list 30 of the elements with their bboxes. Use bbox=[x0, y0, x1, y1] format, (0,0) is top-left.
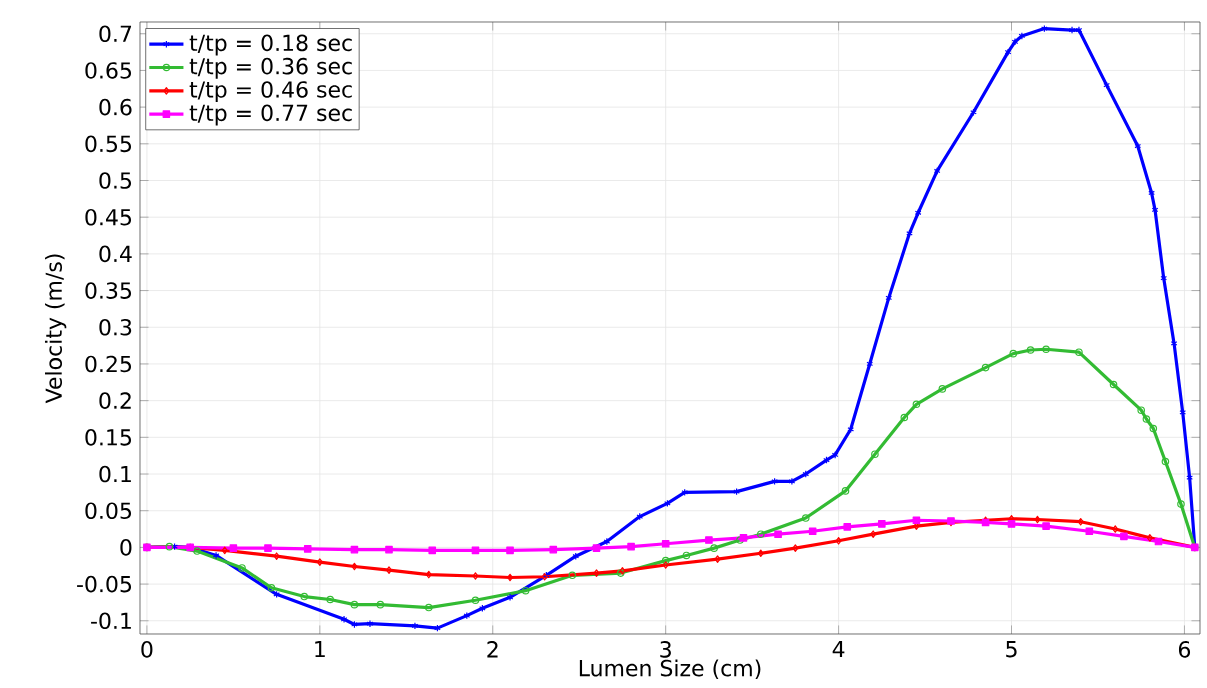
y-tick-label: -0.05 bbox=[77, 575, 132, 593]
x-axis-title: Lumen Size (cm) bbox=[579, 659, 761, 680]
x-tick-label: 4 bbox=[832, 641, 845, 658]
legend-label: t/tp = 0.18 sec bbox=[189, 34, 352, 56]
x-tick-label: 1 bbox=[315, 641, 325, 658]
y-tick-label: 0.65 bbox=[85, 62, 132, 79]
x-tick-label: 6 bbox=[1178, 641, 1191, 658]
y-tick-label: 0.35 bbox=[85, 282, 132, 299]
x-tick-label: 3 bbox=[660, 641, 671, 658]
y-tick-label: 0.3 bbox=[99, 318, 132, 336]
y-tick-label: 0.15 bbox=[85, 429, 132, 446]
x-tick-label: 5 bbox=[1006, 641, 1017, 658]
x-tick-label: 2 bbox=[487, 641, 498, 658]
legend-label: t/tp = 0.46 sec bbox=[189, 81, 352, 103]
legend-label: t/tp = 0.36 sec bbox=[189, 57, 352, 79]
y-tick-label: 0.4 bbox=[99, 245, 132, 263]
y-tick-label: 0.7 bbox=[99, 25, 132, 43]
y-tick-label: -0.1 bbox=[91, 612, 131, 630]
y-axis-title: Velocity (m/s) bbox=[44, 254, 67, 404]
y-tick-label: 0.55 bbox=[85, 135, 132, 153]
x-tick-label: 0 bbox=[141, 641, 153, 658]
y-tick-label: 0.05 bbox=[85, 502, 132, 520]
y-tick-label: 0.5 bbox=[99, 172, 132, 189]
y-tick-label: 0.45 bbox=[85, 208, 132, 226]
y-tick-label: 0.6 bbox=[99, 98, 132, 116]
y-tick-label: 0.25 bbox=[85, 355, 132, 373]
y-tick-label: 0 bbox=[120, 539, 132, 556]
y-tick-label: 0.2 bbox=[99, 392, 131, 409]
legend-label: t/tp = 0.77 sec bbox=[189, 104, 352, 126]
y-tick-label: 0.1 bbox=[99, 465, 131, 483]
